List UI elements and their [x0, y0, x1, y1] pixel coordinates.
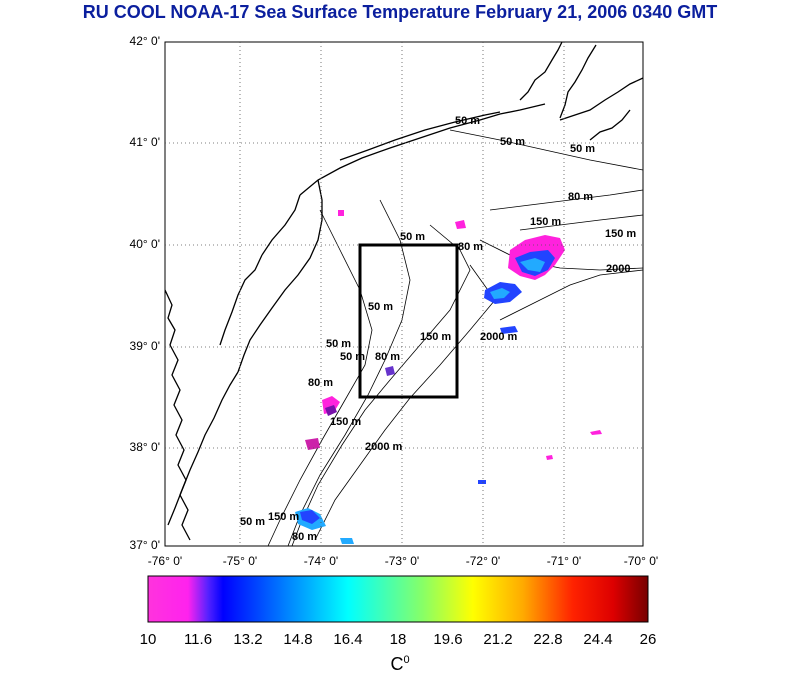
- contour-label: 50 m: [570, 143, 595, 155]
- contour-label: 80 m: [308, 377, 333, 389]
- contour-label: 50 m: [326, 338, 351, 350]
- contour-label: 50 m: [400, 231, 425, 243]
- colorbar-tick-label: 22.8: [533, 631, 563, 648]
- contour-label: 80 m: [458, 241, 483, 253]
- contour-labels: 50 m 50 m 50 m 80 m 150 m 150 m 2000 50 …: [240, 115, 636, 543]
- lon-label: -70° 0': [623, 554, 659, 568]
- graticule: [165, 42, 643, 546]
- lon-label: -76° 0': [147, 554, 183, 568]
- colorbar-tick-label: 18: [389, 631, 407, 648]
- lat-label: 39° 0': [129, 339, 160, 353]
- lon-label: -73° 0': [384, 554, 420, 568]
- colorbar-tick-label: 26: [639, 631, 657, 648]
- map-frame: [164, 41, 644, 547]
- lon-label: -75° 0': [222, 554, 258, 568]
- sst-patches: [295, 210, 602, 544]
- colorbar-tick-label: 16.4: [333, 631, 363, 648]
- colorbar: [147, 575, 649, 623]
- contour-label: 50 m: [340, 351, 365, 363]
- contour-label: 150 m: [605, 228, 636, 240]
- contour-label: 150 m: [330, 416, 361, 428]
- contour-label: 80 m: [568, 191, 593, 203]
- unit-letter: C: [390, 654, 404, 674]
- contour-label: 80 m: [292, 531, 317, 543]
- page-title: RU COOL NOAA-17 Sea Surface Temperature …: [82, 2, 718, 22]
- contour-label: 50 m: [455, 115, 480, 127]
- lon-label: -71° 0': [546, 554, 582, 568]
- contour-label: 150 m: [268, 511, 299, 523]
- contour-label: 50 m: [240, 516, 265, 528]
- lat-label: 41° 0': [129, 135, 160, 149]
- contour-label: 150 m: [420, 331, 451, 343]
- coastline: [164, 41, 644, 541]
- colorbar-unit: C0: [370, 654, 430, 675]
- lat-label: 37° 0': [129, 538, 160, 552]
- lat-label: 38° 0': [129, 440, 160, 454]
- contour-label: 80 m: [375, 351, 400, 363]
- contour-label: 2000 m: [365, 441, 403, 453]
- colorbar-tick-label: 21.2: [483, 631, 513, 648]
- contour-label: 150 m: [530, 216, 561, 228]
- unit-superscript: 0: [403, 654, 410, 666]
- contour-label: 50 m: [368, 301, 393, 313]
- lon-label: -74° 0': [303, 554, 339, 568]
- study-area-box: [358, 243, 459, 399]
- lat-label: 42° 0': [129, 34, 160, 48]
- colorbar-tick-label: 24.4: [583, 631, 613, 648]
- contour-label: 2000: [606, 263, 630, 275]
- contour-label: 2000 m: [480, 331, 518, 343]
- colorbar-tick-label: 14.8: [283, 631, 313, 648]
- colorbar-tick-label: 11.6: [183, 631, 213, 648]
- colorbar-tick-label: 13.2: [233, 631, 263, 648]
- lat-label: 40° 0': [129, 237, 160, 251]
- lon-label: -72° 0': [465, 554, 501, 568]
- colorbar-tick-label: 19.6: [433, 631, 463, 648]
- colorbar-tick-label: 10: [139, 631, 157, 648]
- contour-label: 50 m: [500, 136, 525, 148]
